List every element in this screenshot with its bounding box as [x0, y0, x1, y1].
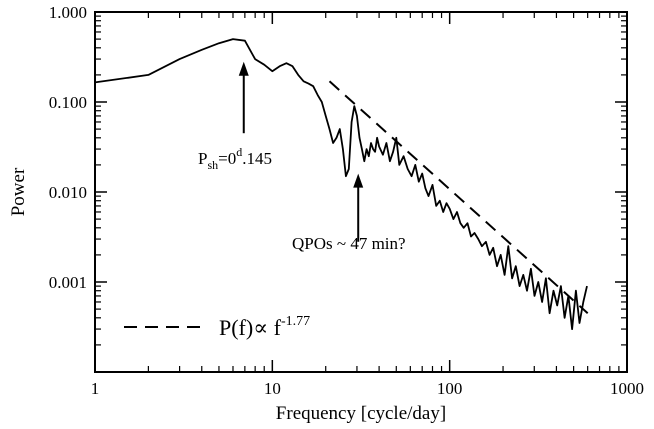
y-tick-label: 0.010 — [49, 183, 87, 202]
power-law-fit-line — [328, 80, 589, 314]
y-tick-label: 0.001 — [49, 273, 87, 292]
y-tick-label: 0.100 — [49, 93, 87, 112]
psh-label-tail: .145 — [242, 149, 272, 168]
y-ticks: 1.000 0.100 0.010 0.001 — [49, 3, 627, 346]
psh-label-main: P — [198, 149, 207, 168]
psh-label-sup: d — [236, 145, 242, 159]
y-tick-label: 1.000 — [49, 3, 87, 22]
legend-label: P(f)∝ f-1.77 — [219, 314, 310, 340]
qpo-arrow-head — [353, 173, 364, 188]
power-spectrum-line — [94, 38, 588, 331]
y-axis-title: Power — [8, 167, 29, 216]
plot-frame — [94, 11, 628, 373]
plot-frame-group — [94, 11, 628, 373]
x-tick-label: 10 — [264, 379, 281, 398]
x-ticks: 1 10 100 1000 — [91, 12, 644, 398]
psh-annotation-label: Psh=0d.145 — [198, 145, 272, 172]
x-tick-label: 1 — [91, 379, 100, 398]
psh-label-sub: sh — [207, 158, 218, 172]
annotations: Psh=0d.145 QPOs ~ 47 min? — [198, 61, 406, 253]
legend-label-exponent: -1.77 — [281, 314, 310, 329]
qpo-annotation-label: QPOs ~ 47 min? — [292, 234, 406, 253]
psh-label-mid: =0 — [218, 149, 236, 168]
x-tick-label: 1000 — [610, 379, 644, 398]
x-tick-label: 100 — [437, 379, 463, 398]
x-axis-title: Frequency [cycle/day] — [276, 403, 446, 424]
series-layer — [94, 38, 589, 331]
legend: P(f)∝ f-1.77 — [124, 314, 310, 340]
legend-label-main: P(f)∝ f — [219, 315, 282, 340]
psh-arrow-head — [238, 61, 249, 76]
